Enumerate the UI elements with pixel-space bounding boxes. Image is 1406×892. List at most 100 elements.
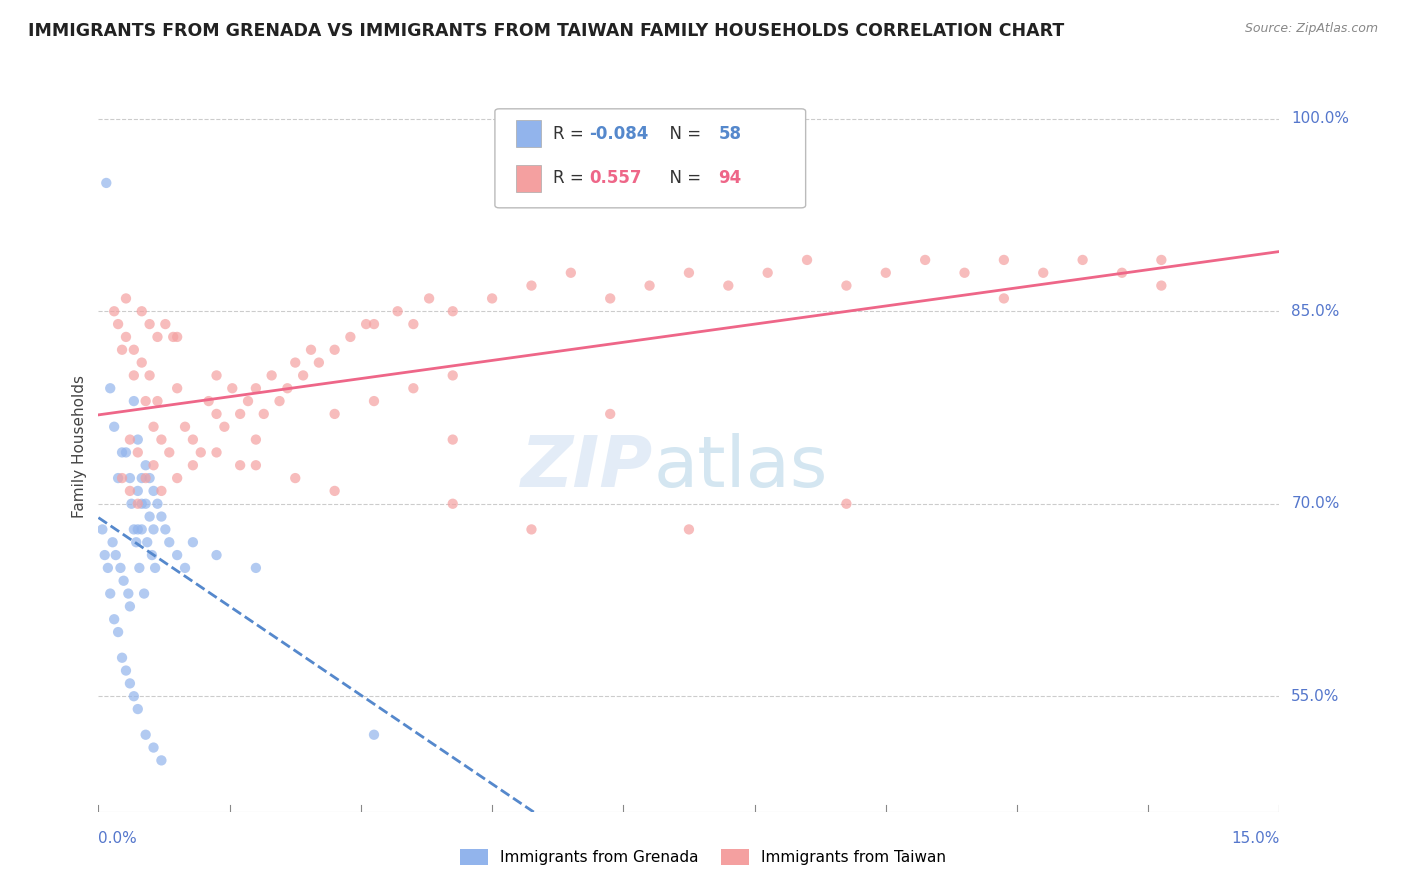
Point: [387, 304, 409, 318]
Point: [111, 445, 134, 459]
Text: 0.557: 0.557: [589, 169, 641, 187]
Point: [155, 523, 177, 537]
Point: [245, 561, 267, 575]
Text: 55.0%: 55.0%: [1291, 689, 1340, 704]
Point: [835, 278, 858, 293]
Point: [678, 523, 700, 537]
Text: ZIP: ZIP: [522, 434, 654, 502]
Text: IMMIGRANTS FROM GRENADA VS IMMIGRANTS FROM TAIWAN FAMILY HOUSEHOLDS CORRELATION : IMMIGRANTS FROM GRENADA VS IMMIGRANTS FR…: [28, 22, 1064, 40]
Point: [138, 317, 160, 331]
Point: [118, 471, 141, 485]
Point: [107, 471, 129, 485]
Point: [132, 586, 155, 600]
Point: [127, 497, 149, 511]
Text: N =: N =: [659, 125, 707, 143]
Point: [93, 548, 115, 562]
Text: 94: 94: [718, 169, 742, 187]
Point: [111, 650, 134, 665]
Point: [520, 523, 543, 537]
Point: [135, 497, 157, 511]
Text: 70.0%: 70.0%: [1291, 496, 1340, 511]
Point: [122, 523, 145, 537]
Point: [131, 471, 153, 485]
Point: [150, 509, 173, 524]
Text: 58: 58: [718, 125, 741, 143]
Point: [993, 292, 1015, 306]
Point: [142, 458, 165, 473]
Point: [260, 368, 283, 383]
Point: [284, 355, 307, 369]
Point: [299, 343, 322, 357]
Point: [103, 612, 125, 626]
Point: [127, 523, 149, 537]
Point: [214, 419, 236, 434]
Point: [205, 548, 228, 562]
Point: [181, 433, 204, 447]
Point: [221, 381, 243, 395]
Point: [115, 445, 138, 459]
Point: [1111, 266, 1133, 280]
Point: [835, 497, 858, 511]
Point: [146, 497, 169, 511]
Point: [122, 343, 145, 357]
Point: [131, 304, 153, 318]
Point: [136, 535, 159, 549]
Point: [125, 535, 148, 549]
Point: [115, 330, 138, 344]
Point: [110, 561, 132, 575]
Point: [481, 292, 503, 306]
Point: [339, 330, 361, 344]
Text: 0.0%: 0.0%: [98, 831, 138, 846]
Point: [118, 676, 141, 690]
Point: [418, 292, 440, 306]
Point: [155, 317, 177, 331]
Legend: Immigrants from Grenada, Immigrants from Taiwan: Immigrants from Grenada, Immigrants from…: [454, 843, 952, 871]
Point: [236, 394, 259, 409]
Point: [190, 445, 212, 459]
Point: [292, 368, 315, 383]
Point: [229, 407, 252, 421]
Point: [520, 278, 543, 293]
Point: [127, 483, 149, 498]
Point: [162, 330, 184, 344]
Point: [197, 394, 219, 409]
Point: [953, 266, 976, 280]
Point: [402, 317, 425, 331]
Point: [323, 343, 346, 357]
Point: [166, 548, 188, 562]
Point: [127, 445, 149, 459]
Point: [599, 292, 621, 306]
Point: [138, 509, 160, 524]
Point: [107, 317, 129, 331]
Point: [678, 266, 700, 280]
Point: [96, 176, 118, 190]
Point: [142, 740, 165, 755]
Point: [157, 445, 180, 459]
Point: [135, 471, 157, 485]
Y-axis label: Family Households: Family Households: [72, 375, 87, 517]
Point: [146, 394, 169, 409]
Point: [111, 343, 134, 357]
Point: [98, 586, 121, 600]
Point: [142, 523, 165, 537]
Text: atlas: atlas: [654, 434, 828, 502]
Point: [128, 561, 150, 575]
Point: [122, 690, 145, 704]
Point: [323, 407, 346, 421]
Point: [97, 561, 120, 575]
Point: [166, 471, 188, 485]
Point: [122, 394, 145, 409]
Point: [117, 586, 139, 600]
Point: [914, 252, 936, 267]
Point: [1150, 252, 1173, 267]
Point: [103, 419, 125, 434]
Point: [115, 292, 138, 306]
Point: [150, 433, 173, 447]
Point: [638, 278, 661, 293]
Point: [150, 753, 173, 767]
Point: [756, 266, 779, 280]
Point: [112, 574, 135, 588]
Point: [245, 381, 267, 395]
Point: [135, 394, 157, 409]
Point: [138, 471, 160, 485]
